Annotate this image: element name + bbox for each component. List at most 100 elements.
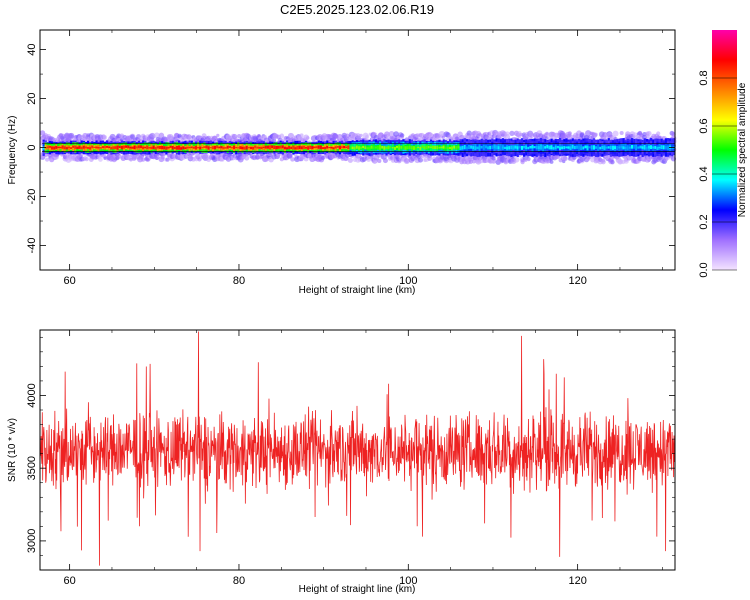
- spectrogram-cell: [330, 146, 333, 149]
- spectrogram-point: [601, 158, 606, 163]
- snr-ylabel: SNR (10 * v/v): [7, 418, 18, 482]
- y-tick-label: -20: [26, 189, 38, 205]
- spectrogram-cell: [184, 147, 187, 149]
- spectrogram-point: [355, 133, 361, 139]
- spectrogram-cell: [520, 145, 524, 150]
- spectrogram-cell: [372, 146, 375, 149]
- spectrogram-cell: [216, 145, 219, 149]
- spectrogram-cell: [93, 146, 96, 148]
- spectrogram-cell: [440, 146, 443, 149]
- spectrogram-cell: [101, 146, 105, 149]
- spectrogram-cell: [218, 146, 221, 149]
- spectrogram-cell: [262, 146, 265, 148]
- spectrogram-cell: [503, 146, 507, 150]
- spectrogram-cell: [459, 146, 462, 151]
- spectrogram-cell: [535, 145, 538, 150]
- snr-series-line: [40, 331, 675, 566]
- spectrogram-cell: [182, 146, 185, 150]
- colorbar-tick-label: 0.4: [698, 166, 710, 181]
- spectrogram-cell: [307, 146, 310, 150]
- spectrogram-cell: [586, 145, 589, 151]
- spectrogram-cell: [254, 145, 257, 149]
- spectrogram-cell: [112, 146, 115, 150]
- x-tick-label: 80: [233, 275, 245, 287]
- spectrogram-cell: [67, 146, 71, 149]
- spectrogram-cell: [658, 143, 661, 151]
- spectrogram-cell: [137, 145, 140, 149]
- spectrogram-cell: [654, 146, 657, 149]
- spectrogram-cell: [76, 146, 79, 150]
- spectrogram-cell: [201, 144, 204, 150]
- spectrogram-cell: [438, 146, 441, 149]
- spectrogram-cell: [294, 147, 297, 150]
- spectrogram-cell: [427, 145, 430, 149]
- spectrogram-cell: [129, 146, 132, 149]
- spectrogram-cell: [332, 144, 335, 150]
- x-tick-label: 80: [233, 575, 245, 587]
- spectrogram-cell: [186, 144, 189, 150]
- spectrogram-cell: [487, 146, 490, 150]
- spectrogram-cell: [349, 146, 352, 149]
- spectrogram-cell: [59, 147, 62, 149]
- spectrogram-point: [347, 157, 353, 163]
- spectrogram-cell: [360, 146, 363, 149]
- spectrogram-point: [154, 154, 160, 160]
- spectrogram-point: [417, 157, 424, 163]
- spectrogram-cell: [618, 146, 621, 149]
- spectrogram-cell: [417, 146, 420, 149]
- spectrogram-cell: [241, 146, 244, 150]
- spectrogram-cell: [451, 146, 454, 150]
- spectrogram-cell: [144, 146, 147, 149]
- spectrogram-cell: [559, 146, 562, 150]
- spectrogram-cell: [442, 145, 445, 149]
- spectrogram-cell: [425, 145, 428, 150]
- spectrogram-point: [509, 130, 515, 137]
- spectrogram-cell: [415, 146, 418, 150]
- spectrogram-cell: [569, 146, 572, 151]
- spectrogram-cell: [643, 145, 646, 150]
- spectrogram-cell: [370, 145, 373, 149]
- spectrogram-cell: [95, 146, 98, 149]
- spectrogram-cell: [391, 147, 394, 149]
- spectrogram-cell: [239, 146, 242, 150]
- spectrogram-cell: [285, 144, 289, 150]
- spectrogram-cell: [614, 146, 617, 150]
- spectrogram-cell: [139, 145, 143, 149]
- spectrogram-cell: [639, 145, 642, 149]
- spectrogram-point: [244, 155, 250, 161]
- spectrogram-cell: [296, 145, 299, 150]
- spectrogram-cell: [523, 145, 526, 149]
- spectrogram-cell: [82, 145, 85, 149]
- spectrogram-point: [523, 158, 528, 163]
- y-tick-label: 20: [26, 92, 38, 104]
- y-tick-label: -40: [26, 238, 38, 254]
- spectrogram-cell: [357, 146, 361, 150]
- spectrogram-cell: [472, 146, 475, 150]
- spectrogram-point: [391, 158, 396, 163]
- x-tick-label: 120: [568, 575, 586, 587]
- spectrogram-cell: [72, 145, 75, 148]
- spectrogram-cell: [404, 146, 407, 150]
- spectrogram-cell: [158, 145, 162, 149]
- spectrogram-cell: [671, 146, 674, 150]
- colorbar-tick-label: 0.6: [698, 118, 710, 133]
- spectrogram-cell: [235, 147, 238, 149]
- spectrogram-cell: [565, 146, 568, 149]
- spectrogram-point: [160, 155, 165, 160]
- spectrogram-cell: [561, 146, 564, 149]
- spectrogram-cell: [63, 146, 66, 150]
- spectrogram-cell: [313, 146, 316, 149]
- spectrogram-cell: [406, 146, 409, 150]
- spectrogram-ylabel: Frequency (Hz): [7, 116, 18, 185]
- spectrogram-cell: [209, 147, 212, 149]
- spectrogram-point: [619, 130, 624, 136]
- spectrogram-cell: [180, 147, 183, 150]
- spectrogram-cell: [366, 146, 369, 150]
- colorbar-tick-label: 0.2: [698, 214, 710, 229]
- spectrogram-point: [205, 153, 209, 158]
- spectrogram-cell: [281, 145, 284, 149]
- spectrogram-cell: [175, 145, 179, 150]
- spectrogram-cell: [497, 146, 500, 150]
- spectrogram-cell: [201, 147, 204, 149]
- spectrogram-cell: [637, 146, 640, 149]
